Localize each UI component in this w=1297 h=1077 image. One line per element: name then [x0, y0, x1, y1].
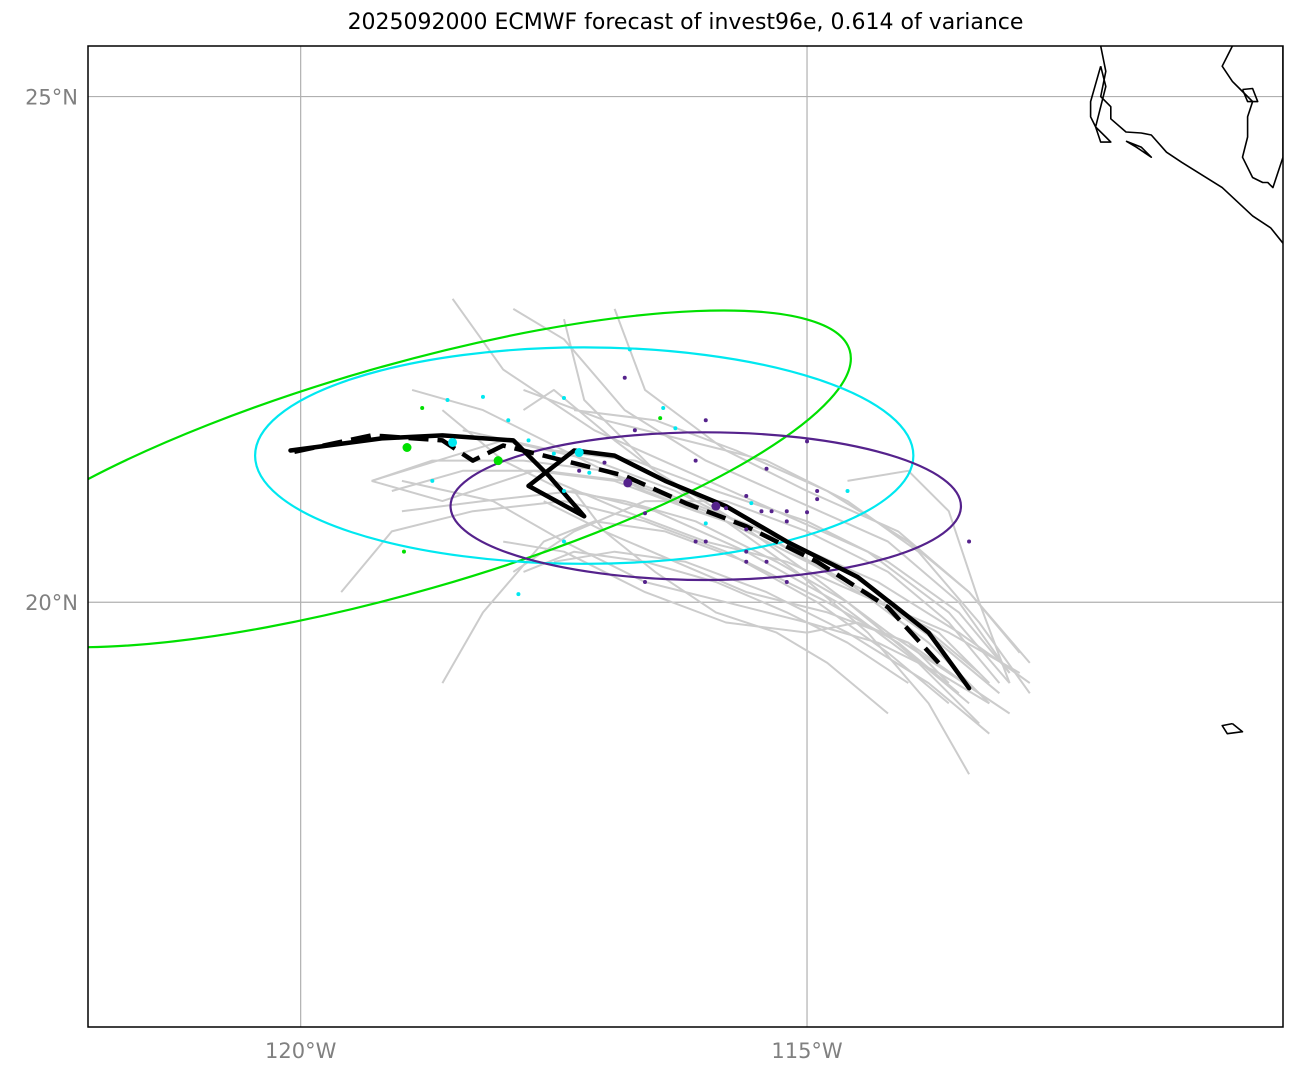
- track-position-marker: [402, 443, 412, 453]
- member-position-marker: [445, 397, 450, 402]
- member-position-marker: [724, 506, 729, 511]
- uncertainty-ellipse: [88, 309, 852, 649]
- member-position-marker: [632, 428, 637, 433]
- plot-frame: [87, 45, 1284, 1028]
- member-position-marker: [784, 519, 789, 524]
- track-position-marker: [493, 456, 503, 466]
- x-tick-label: 120°W: [265, 1039, 337, 1063]
- mean-track-solid: [288, 433, 972, 691]
- gridlines: [88, 46, 1283, 1027]
- member-position-marker: [622, 375, 627, 380]
- x-tick-label: 115°W: [771, 1039, 843, 1063]
- ensemble-track: [401, 490, 980, 725]
- member-position-marker: [815, 497, 820, 502]
- member-position-marker: [703, 521, 708, 526]
- ensemble-track: [847, 469, 1011, 684]
- ensemble-track: [451, 298, 1011, 684]
- member-position-marker: [703, 418, 708, 423]
- member-position-marker: [805, 510, 810, 515]
- member-position-marker: [642, 580, 647, 585]
- mean-track-dashed: [290, 433, 941, 665]
- member-position-marker: [480, 394, 485, 399]
- ensemble-track: [543, 500, 980, 695]
- member-position-marker: [967, 539, 972, 544]
- track-position-marker: [623, 478, 633, 488]
- coastline: [1125, 140, 1153, 158]
- coastline: [1221, 46, 1283, 189]
- ensemble-track: [512, 500, 1001, 684]
- ensemble-track: [553, 479, 1021, 674]
- track-position-marker: [711, 501, 721, 511]
- ensemble-track: [401, 479, 990, 705]
- member-position-marker: [693, 539, 698, 544]
- track-position-marker: [448, 437, 458, 447]
- uncertainty-ellipse: [253, 346, 915, 565]
- member-position-marker: [561, 488, 566, 493]
- member-position-marker: [642, 511, 647, 516]
- coastline: [1089, 65, 1112, 143]
- member-position-marker: [661, 406, 666, 411]
- member-position-marker: [744, 527, 749, 532]
- member-position-marker: [845, 488, 850, 493]
- member-position-marker: [658, 416, 663, 421]
- ensemble-track: [340, 500, 950, 705]
- member-position-marker: [561, 395, 566, 400]
- member-position-marker: [577, 468, 582, 473]
- uncertainty-ellipses: [88, 309, 963, 649]
- member-position-marker: [561, 539, 566, 544]
- ensemble-track: [391, 469, 1001, 695]
- member-position-marker: [430, 478, 435, 483]
- coastlines: [1089, 46, 1283, 735]
- axis-tick-labels: 120°W 115°W 25°N 20°N: [25, 86, 843, 1063]
- member-position-marker: [551, 451, 556, 456]
- member-position-marker: [516, 592, 521, 597]
- uncertainty-ellipse: [449, 431, 963, 582]
- coastline: [1241, 87, 1259, 103]
- member-position-marker: [526, 438, 531, 443]
- ensemble-tracks: [340, 298, 1031, 775]
- member-position-marker: [673, 426, 678, 431]
- member-position-marker: [764, 466, 769, 471]
- coastline: [1221, 722, 1244, 735]
- member-position-marker: [506, 418, 511, 423]
- member-position-marker: [744, 494, 749, 499]
- ensemble-track: [371, 469, 1031, 684]
- member-position-marker: [784, 509, 789, 514]
- ensemble-track: [523, 550, 909, 684]
- member-position-marker: [749, 501, 754, 506]
- member-position-marker: [769, 509, 774, 514]
- track-position-marker: [574, 448, 584, 458]
- member-position-marker: [602, 460, 607, 465]
- member-position-marker: [744, 549, 749, 554]
- ensemble-track: [523, 388, 1031, 694]
- mean-tracks: [288, 433, 972, 691]
- member-position-marker: [401, 549, 406, 554]
- member-position-marker: [693, 458, 698, 463]
- member-position-marker: [764, 559, 769, 564]
- member-position-marker: [759, 509, 764, 514]
- member-position-marker: [744, 559, 749, 564]
- y-tick-label: 20°N: [25, 591, 78, 615]
- member-position-marker: [587, 470, 592, 475]
- ensemble-track: [462, 429, 1011, 674]
- member-position-marker: [420, 406, 425, 411]
- member-position-marker: [815, 488, 820, 493]
- position-markers: [401, 347, 972, 597]
- member-position-marker: [784, 580, 789, 585]
- y-tick-label: 25°N: [25, 86, 78, 110]
- chart-title: 2025092000 ECMWF forecast of invest96e, …: [347, 10, 1024, 35]
- ensemble-track: [553, 550, 990, 735]
- ensemble-track: [512, 308, 1011, 674]
- member-position-marker: [805, 439, 810, 444]
- member-position-marker: [703, 539, 708, 544]
- member-position-marker: [627, 347, 632, 352]
- ensemble-track: [563, 318, 1011, 715]
